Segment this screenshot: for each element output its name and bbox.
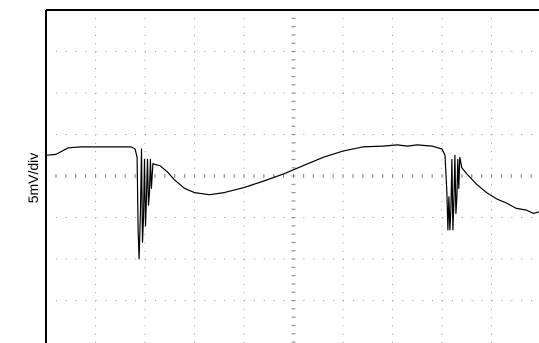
y-axis-label: 5mV/div	[25, 153, 41, 204]
grid	[45, 9, 539, 343]
trace-layer	[45, 144, 539, 260]
waveform-trace	[45, 144, 539, 260]
